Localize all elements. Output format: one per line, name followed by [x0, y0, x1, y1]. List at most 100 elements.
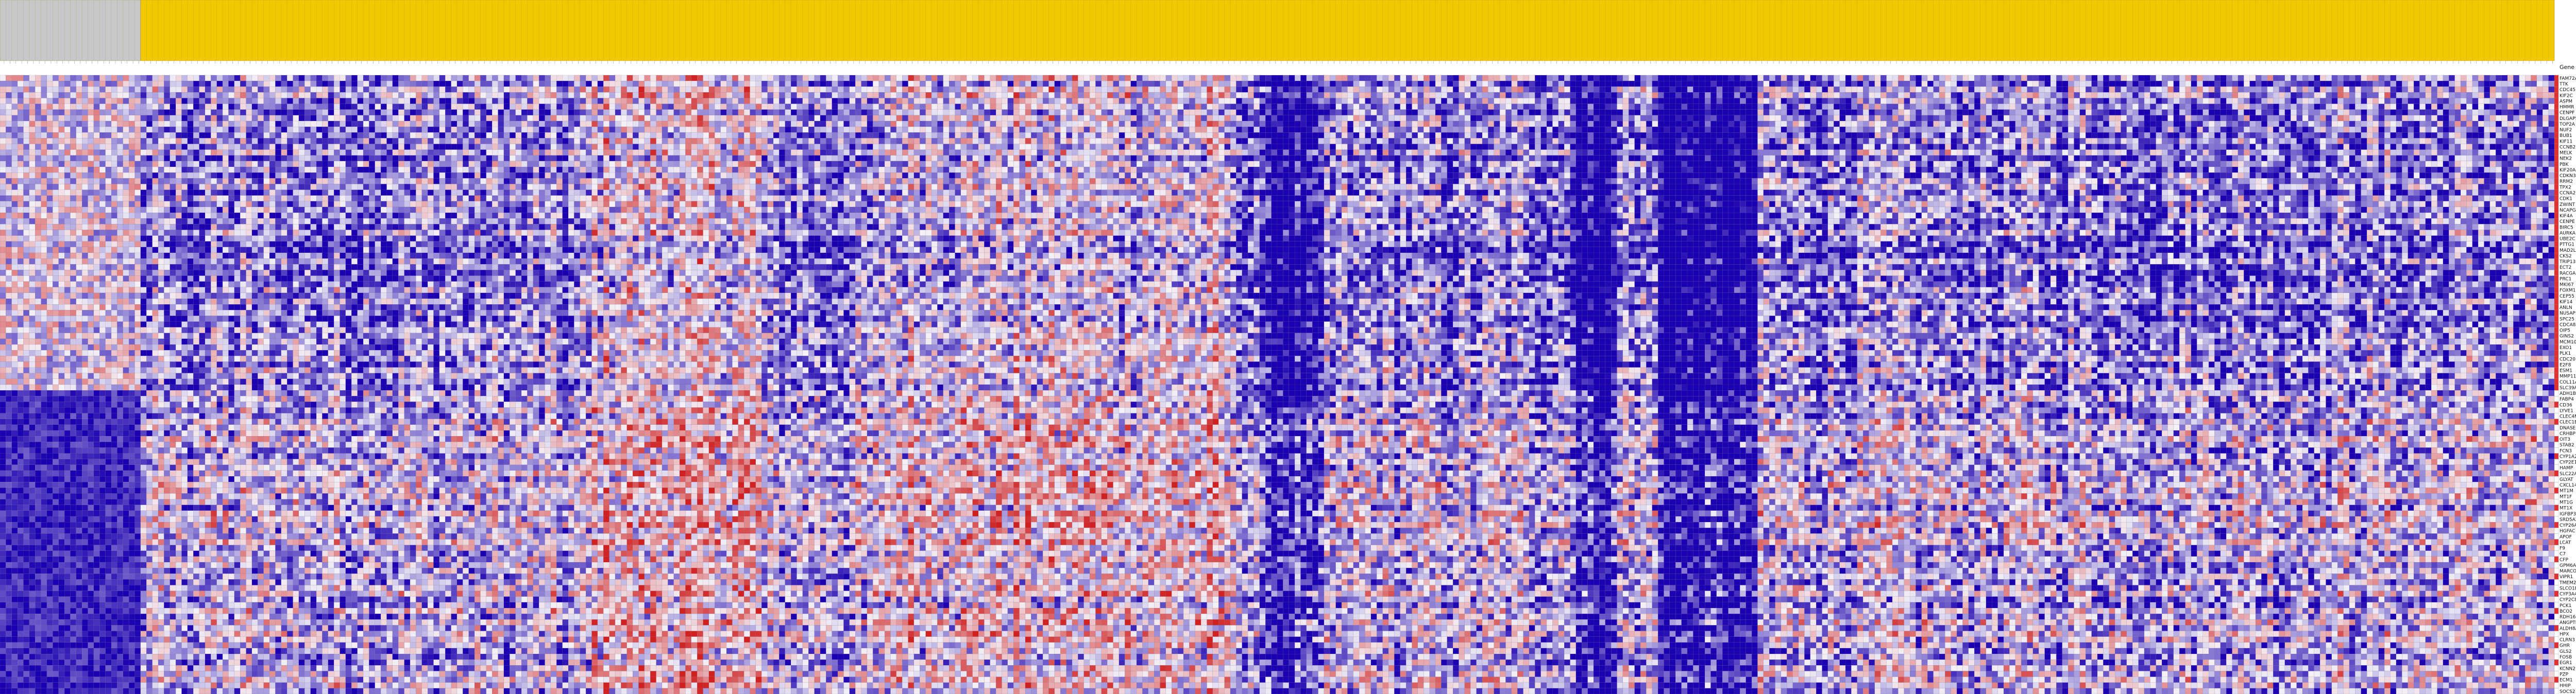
- heatmap-cell: [510, 81, 515, 86]
- heatmap-cell: [1125, 81, 1130, 86]
- heatmap-cell: [1934, 75, 1939, 81]
- heatmap-cell: [363, 81, 369, 86]
- heatmap-cell: [703, 75, 709, 81]
- heatmap-cell: [2015, 81, 2021, 86]
- heatmap-cell: [2402, 75, 2408, 81]
- heatmap-cell: [1265, 81, 1271, 86]
- heatmap-cell: [1482, 75, 1488, 81]
- heatmap-cell: [328, 75, 334, 81]
- heatmap-cell: [410, 81, 416, 86]
- heatmap-cell: [1482, 81, 1488, 86]
- heatmap-cell: [252, 81, 258, 86]
- heatmap-cell: [779, 81, 785, 86]
- heatmap-cell: [1564, 75, 1570, 81]
- heatmap-cell: [1740, 81, 1745, 86]
- heatmap-cell: [416, 75, 421, 81]
- heatmap-cell: [311, 81, 316, 86]
- heatmap-cell: [1166, 81, 1172, 86]
- heatmap-cell: [410, 75, 416, 81]
- heatmap-cell: [1494, 81, 1500, 86]
- heatmap-cell: [1787, 81, 1792, 86]
- heatmap-cell: [176, 81, 181, 86]
- heatmap-cell: [2285, 75, 2291, 81]
- heatmap-cell: [1711, 75, 1717, 81]
- heatmap-cell: [1623, 75, 1629, 81]
- heatmap-cell: [1137, 75, 1142, 81]
- heatmap-cell: [563, 75, 568, 81]
- heatmap-cell: [2238, 75, 2244, 81]
- heatmap-cell: [1828, 75, 1834, 81]
- heatmap-cell: [2132, 81, 2138, 86]
- heatmap-cell: [920, 75, 925, 81]
- heatmap-cell: [1851, 75, 1857, 81]
- heatmap-cell: [486, 75, 492, 81]
- heatmap-cell: [59, 81, 64, 86]
- heatmap-cell: [1207, 75, 1213, 81]
- heatmap-cell: [12, 81, 18, 86]
- heatmap-cell: [88, 86, 94, 92]
- heatmap-cell: [1055, 75, 1060, 81]
- heatmap-cell: [691, 75, 697, 81]
- heatmap-cell: [838, 81, 843, 86]
- heatmap-cell: [931, 75, 937, 81]
- heatmap-cell: [129, 86, 134, 92]
- heatmap-cell: [1505, 75, 1511, 81]
- heatmap-cell: [996, 81, 1002, 86]
- heatmap-cell: [47, 86, 53, 92]
- heatmap-cell: [1757, 81, 1763, 86]
- heatmap-cell: [199, 81, 205, 86]
- heatmap-cell: [1031, 75, 1037, 81]
- heatmap-cell: [1020, 75, 1025, 81]
- heatmap-cell: [1101, 75, 1107, 81]
- heatmap-cell: [1359, 75, 1365, 81]
- heatmap-cell: [158, 75, 164, 81]
- heatmap-cell: [29, 86, 35, 92]
- heatmap-cell: [1998, 81, 2004, 86]
- heatmap-cell: [791, 81, 796, 86]
- heatmap-cell: [1002, 81, 1008, 86]
- heatmap-cell: [563, 81, 568, 86]
- heatmap-cell: [41, 86, 47, 92]
- heatmap-cell: [1043, 75, 1048, 81]
- heatmap-cell: [1154, 81, 1160, 86]
- heatmap-cell: [2431, 75, 2437, 81]
- heatmap-cell: [662, 86, 668, 92]
- heatmap-cell: [2513, 81, 2519, 86]
- heatmap-cell: [12, 75, 18, 81]
- heatmap-cell: [2021, 75, 2027, 81]
- heatmap-cell: [2256, 75, 2261, 81]
- heatmap-cell: [721, 86, 726, 92]
- heatmap-cell: [1927, 81, 1933, 86]
- heatmap-cell: [1236, 75, 1242, 81]
- heatmap-cell: [2549, 75, 2554, 81]
- heatmap-cell: [510, 75, 515, 81]
- heatmap-cell: [574, 86, 580, 92]
- heatmap-cell: [516, 86, 521, 92]
- heatmap-cell: [761, 75, 767, 81]
- heatmap-cell: [205, 86, 211, 92]
- heatmap-cell: [1904, 81, 1910, 86]
- heatmap-cell: [2478, 75, 2484, 81]
- heatmap-cell: [2355, 75, 2361, 81]
- heatmap-cell: [779, 86, 785, 92]
- heatmap-cell: [2332, 81, 2337, 86]
- heatmap-cell: [533, 75, 539, 81]
- heatmap-cell: [176, 86, 181, 92]
- heatmap-cell: [82, 81, 88, 86]
- heatmap-cell: [2226, 81, 2232, 86]
- heatmap-cell: [287, 81, 293, 86]
- heatmap-cell: [486, 81, 492, 86]
- heatmap-cell: [1418, 75, 1423, 81]
- heatmap-cell: [973, 75, 978, 81]
- heatmap-cell: [434, 81, 439, 86]
- heatmap-cell: [1013, 81, 1019, 86]
- heatmap-cell: [1119, 81, 1125, 86]
- heatmap-cell: [961, 81, 967, 86]
- heatmap-cell: [346, 86, 351, 92]
- heatmap-cell: [1242, 81, 1248, 86]
- heatmap-cell: [287, 75, 293, 81]
- heatmap-cell: [703, 86, 709, 92]
- heatmap-cell: [2167, 75, 2173, 81]
- heatmap-cell: [890, 81, 896, 86]
- heatmap-cell: [18, 81, 23, 86]
